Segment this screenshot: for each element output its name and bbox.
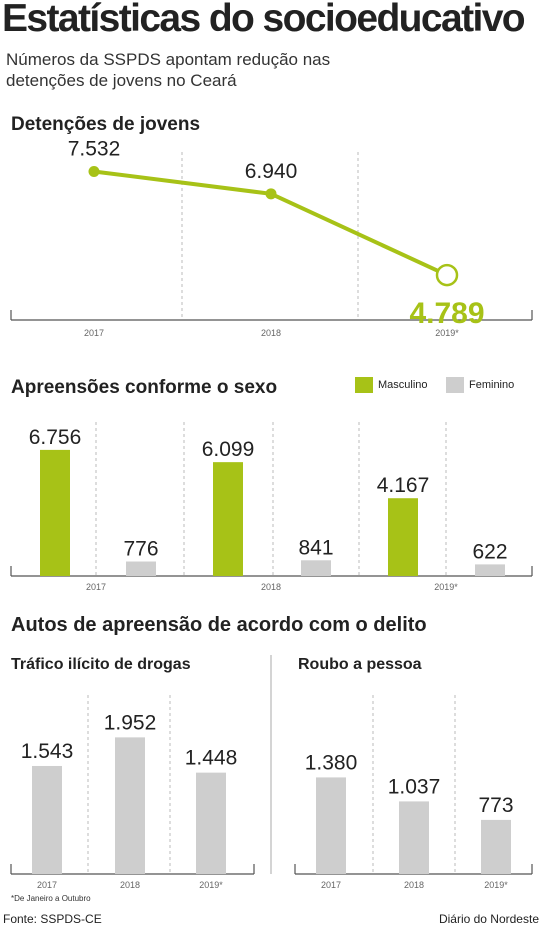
roubo-title: Roubo a pessoa [298, 656, 422, 673]
roubo-data-label-2019*: 773 [478, 794, 513, 817]
trafico-bar-2017 [32, 765, 62, 874]
data-label-masculino-2019*: 4.167 [377, 474, 430, 497]
autos-title: Autos de apreensão de acordo com o delit… [11, 614, 427, 636]
data-label-2019*: 4.789 [409, 297, 484, 330]
legend-feminino: Feminino [446, 377, 514, 393]
roubo-bar-2018 [399, 801, 429, 874]
trafico-tick-label-2017: 2017 [37, 880, 57, 890]
tick-label-2019*: 2019* [435, 328, 459, 338]
trafico-data-label-2017: 1.543 [21, 740, 74, 763]
main-title: Estatísticas do socioeducativo [2, 0, 526, 40]
bar-masculino-2017 [40, 449, 70, 576]
autos-bar-charts: 1.543 2017 1.952 2018 1.448 2019* 1.380 2017 1.0… [10, 655, 533, 890]
tick-label-2019*: 2019* [434, 582, 458, 592]
bar-masculino-2018 [213, 462, 243, 576]
trafico-tick-label-2019*: 2019* [199, 880, 223, 890]
data-label-feminino-2018: 841 [298, 536, 333, 559]
footnote: *De Janeiro a Outubro [11, 894, 91, 903]
detencoes-series-line [93, 169, 448, 277]
legend-swatch-masculino [355, 377, 373, 393]
credit: Diário do Nordeste [438, 912, 539, 926]
point-2019* [435, 263, 459, 287]
roubo-data-label-2018: 1.037 [388, 775, 441, 798]
tick-label-2017: 2017 [86, 582, 106, 592]
tick-label-2018: 2018 [261, 582, 281, 592]
data-label-2017: 7.532 [68, 137, 121, 160]
data-label-masculino-2017: 6.756 [29, 426, 82, 449]
roubo-bar-2019* [481, 819, 511, 874]
legend-label-feminino: Feminino [469, 379, 515, 391]
roubo-tick-label-2018: 2018 [404, 880, 424, 890]
tick-label-2018: 2018 [261, 328, 281, 338]
data-label-feminino-2019*: 622 [472, 540, 507, 563]
bar-feminino-2018 [301, 560, 331, 576]
roubo-bar-2017 [316, 777, 346, 874]
roubo-tick-label-2017: 2017 [321, 880, 341, 890]
roubo-data-label-2017: 1.380 [305, 751, 358, 774]
trafico-data-label-2018: 1.952 [104, 711, 157, 734]
trafico-bar-2018 [115, 737, 145, 874]
bar-feminino-2019* [475, 564, 505, 576]
tick-label-2017: 2017 [84, 328, 104, 338]
legend-label-masculino: Masculino [378, 379, 428, 391]
apreensoes-bar-chart: 6.756 6.099 4.167 776 841 622 2017 2018 2019* [10, 422, 533, 592]
roubo-tick-label-2019*: 2019* [484, 880, 508, 890]
trafico-data-label-2019*: 1.448 [185, 747, 238, 770]
detencoes-title: Detenções de jovens [11, 114, 201, 135]
legend-swatch-feminino [446, 377, 464, 393]
trafico-bar-2019* [196, 772, 226, 874]
legend-masculino: Masculino [355, 377, 428, 393]
bar-masculino-2019* [388, 498, 418, 576]
point-2018 [265, 188, 277, 200]
point-2017 [88, 165, 100, 177]
apreensoes-title: Apreensões conforme o sexo [11, 377, 278, 398]
source: Fonte: SSPDS-CE [3, 912, 102, 926]
data-label-feminino-2017: 776 [123, 538, 158, 561]
trafico-tick-label-2018: 2018 [120, 880, 140, 890]
data-label-masculino-2018: 6.099 [202, 438, 255, 461]
subtitle: Números da SSPDS apontam redução nas det… [6, 50, 331, 90]
bar-feminino-2017 [126, 561, 156, 576]
trafico-title: Tráfico ilícito de drogas [11, 656, 191, 673]
data-label-2018: 6.940 [245, 160, 298, 183]
